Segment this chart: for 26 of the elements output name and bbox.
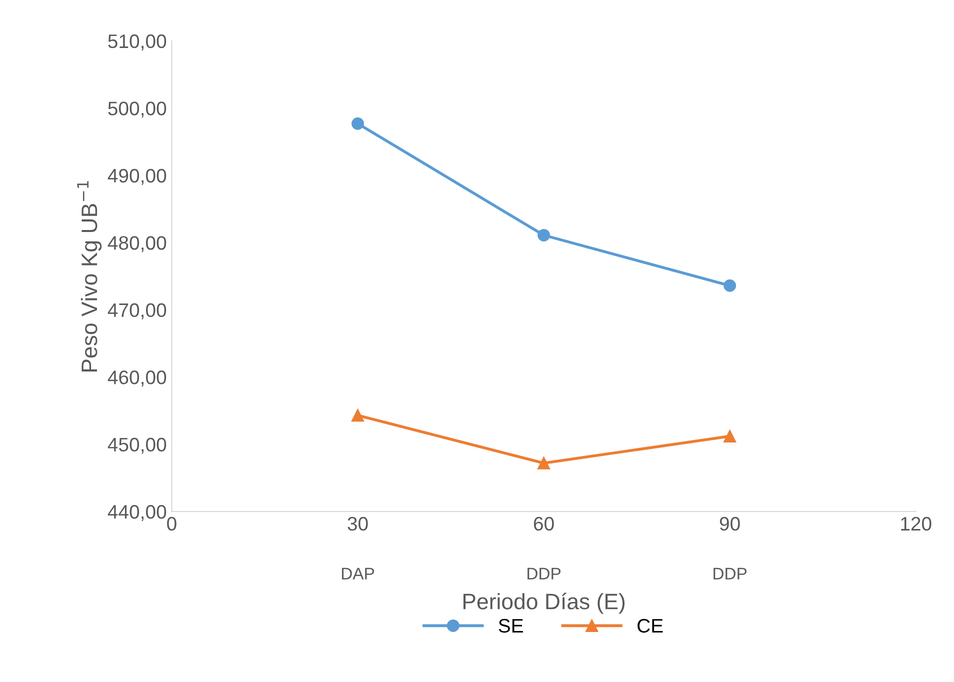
legend-label: CE [638, 618, 663, 633]
text: DDP [528, 568, 560, 580]
y-tick-label: 500,00 [108, 102, 166, 118]
x-tick-label: 120 [901, 516, 932, 531]
legend-label: SE [498, 618, 523, 633]
x-tick-label: 0 [167, 516, 176, 531]
y-tick-label: 510,00 [108, 34, 166, 50]
x-axis-title: Periodo Días (E) [463, 592, 625, 614]
point [538, 228, 550, 242]
x-tick-label: 60 [534, 516, 554, 531]
point [352, 117, 364, 130]
text: DAP [342, 568, 374, 580]
x-tick-label: 30 [348, 516, 368, 531]
y-tick-label: 440,00 [108, 504, 166, 522]
x-tick-label: 90 [720, 516, 740, 531]
y-tick-label: 470,00 [108, 303, 166, 320]
y-tick-label: 490,00 [108, 168, 166, 185]
y-axis-title: Peso Vivo Kg UB$^{−1}$ [77, 181, 102, 372]
point [352, 409, 364, 422]
point [724, 430, 736, 442]
y-tick-label: 460,00 [108, 370, 166, 387]
point [538, 456, 550, 470]
y-tick-label: 480,00 [108, 236, 166, 252]
point [724, 279, 736, 292]
text: DDP [714, 568, 747, 580]
y-tick-label: 450,00 [108, 438, 166, 454]
